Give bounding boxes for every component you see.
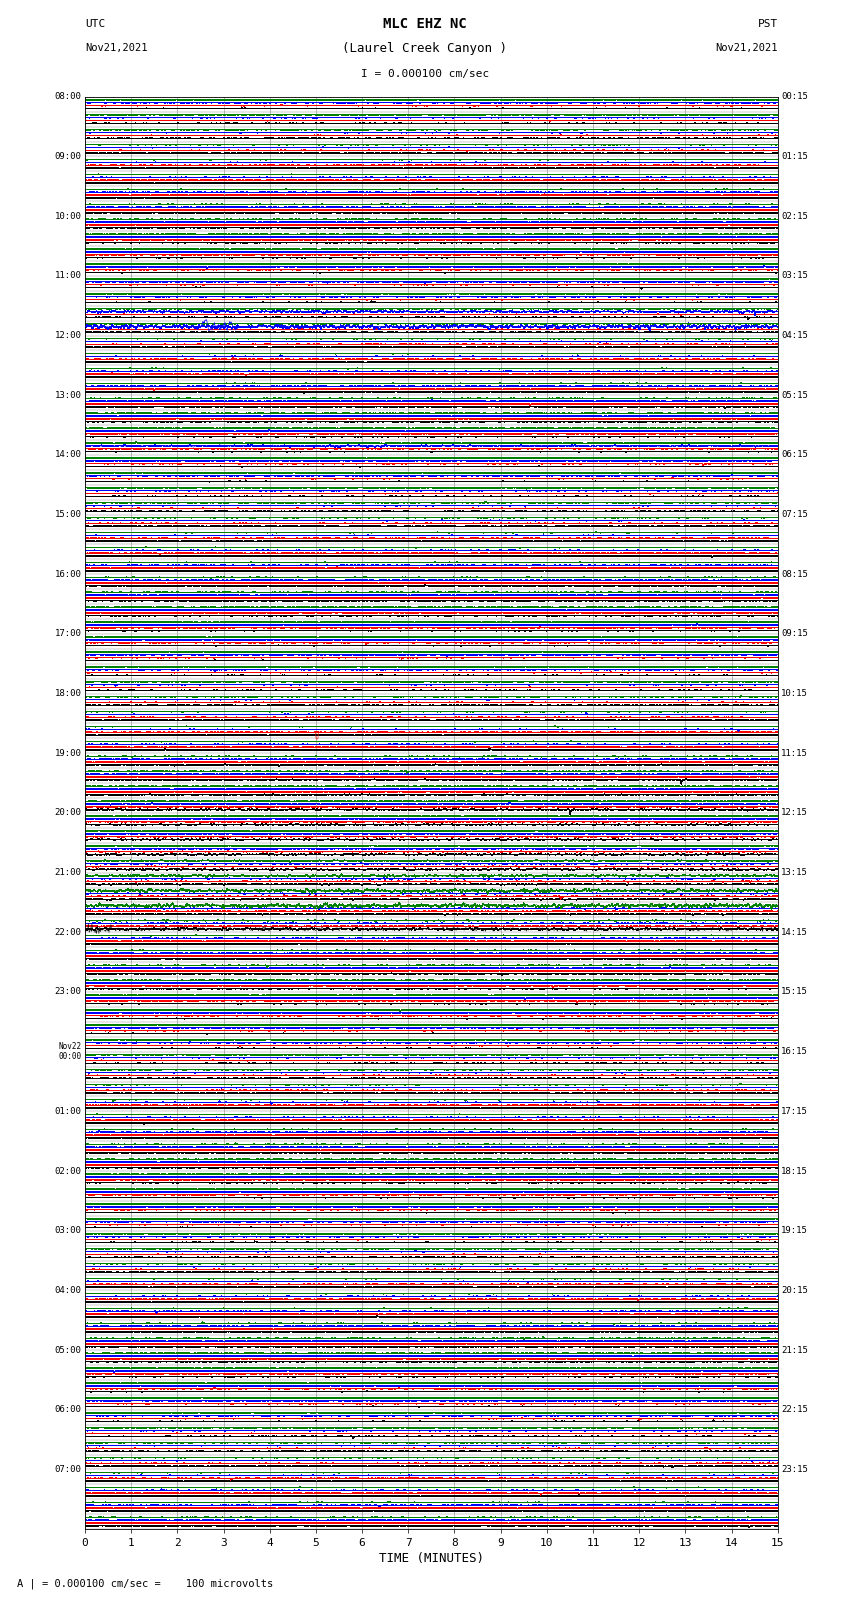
Text: 17:15: 17:15 (781, 1107, 808, 1116)
Text: 01:15: 01:15 (781, 152, 808, 161)
Text: 18:15: 18:15 (781, 1166, 808, 1176)
Text: 05:00: 05:00 (54, 1345, 82, 1355)
Text: 21:00: 21:00 (54, 868, 82, 877)
Text: 19:00: 19:00 (54, 748, 82, 758)
Text: 11:15: 11:15 (781, 748, 808, 758)
Text: I = 0.000100 cm/sec: I = 0.000100 cm/sec (361, 69, 489, 79)
Text: 14:00: 14:00 (54, 450, 82, 460)
Text: 15:00: 15:00 (54, 510, 82, 519)
Text: 07:00: 07:00 (54, 1465, 82, 1474)
Text: 06:00: 06:00 (54, 1405, 82, 1415)
X-axis label: TIME (MINUTES): TIME (MINUTES) (379, 1552, 484, 1565)
Text: 16:15: 16:15 (781, 1047, 808, 1057)
Text: 00:15: 00:15 (781, 92, 808, 102)
Text: 09:15: 09:15 (781, 629, 808, 639)
Text: A | = 0.000100 cm/sec =    100 microvolts: A | = 0.000100 cm/sec = 100 microvolts (17, 1579, 273, 1589)
Text: 23:00: 23:00 (54, 987, 82, 997)
Text: 12:15: 12:15 (781, 808, 808, 818)
Text: 07:15: 07:15 (781, 510, 808, 519)
Text: 15:15: 15:15 (781, 987, 808, 997)
Text: 23:15: 23:15 (781, 1465, 808, 1474)
Text: 04:00: 04:00 (54, 1286, 82, 1295)
Text: 08:00: 08:00 (54, 92, 82, 102)
Text: 04:15: 04:15 (781, 331, 808, 340)
Text: 10:00: 10:00 (54, 211, 82, 221)
Text: 03:15: 03:15 (781, 271, 808, 281)
Text: 16:00: 16:00 (54, 569, 82, 579)
Text: MLC EHZ NC: MLC EHZ NC (383, 18, 467, 31)
Text: 22:15: 22:15 (781, 1405, 808, 1415)
Text: 19:15: 19:15 (781, 1226, 808, 1236)
Text: Nov21,2021: Nov21,2021 (85, 44, 148, 53)
Text: 03:00: 03:00 (54, 1226, 82, 1236)
Text: PST: PST (757, 19, 778, 29)
Text: 11:00: 11:00 (54, 271, 82, 281)
Text: 17:00: 17:00 (54, 629, 82, 639)
Text: 10:15: 10:15 (781, 689, 808, 698)
Text: Nov22
00:00: Nov22 00:00 (59, 1042, 82, 1061)
Text: 05:15: 05:15 (781, 390, 808, 400)
Text: 20:00: 20:00 (54, 808, 82, 818)
Text: 01:00: 01:00 (54, 1107, 82, 1116)
Text: 08:15: 08:15 (781, 569, 808, 579)
Text: UTC: UTC (85, 19, 105, 29)
Text: 09:00: 09:00 (54, 152, 82, 161)
Text: 13:15: 13:15 (781, 868, 808, 877)
Text: Nov21,2021: Nov21,2021 (715, 44, 778, 53)
Text: 22:00: 22:00 (54, 927, 82, 937)
Text: 02:15: 02:15 (781, 211, 808, 221)
Text: 20:15: 20:15 (781, 1286, 808, 1295)
Text: (Laurel Creek Canyon ): (Laurel Creek Canyon ) (343, 42, 507, 55)
Text: 12:00: 12:00 (54, 331, 82, 340)
Text: 18:00: 18:00 (54, 689, 82, 698)
Text: 14:15: 14:15 (781, 927, 808, 937)
Text: 02:00: 02:00 (54, 1166, 82, 1176)
Text: 21:15: 21:15 (781, 1345, 808, 1355)
Text: 06:15: 06:15 (781, 450, 808, 460)
Text: 13:00: 13:00 (54, 390, 82, 400)
